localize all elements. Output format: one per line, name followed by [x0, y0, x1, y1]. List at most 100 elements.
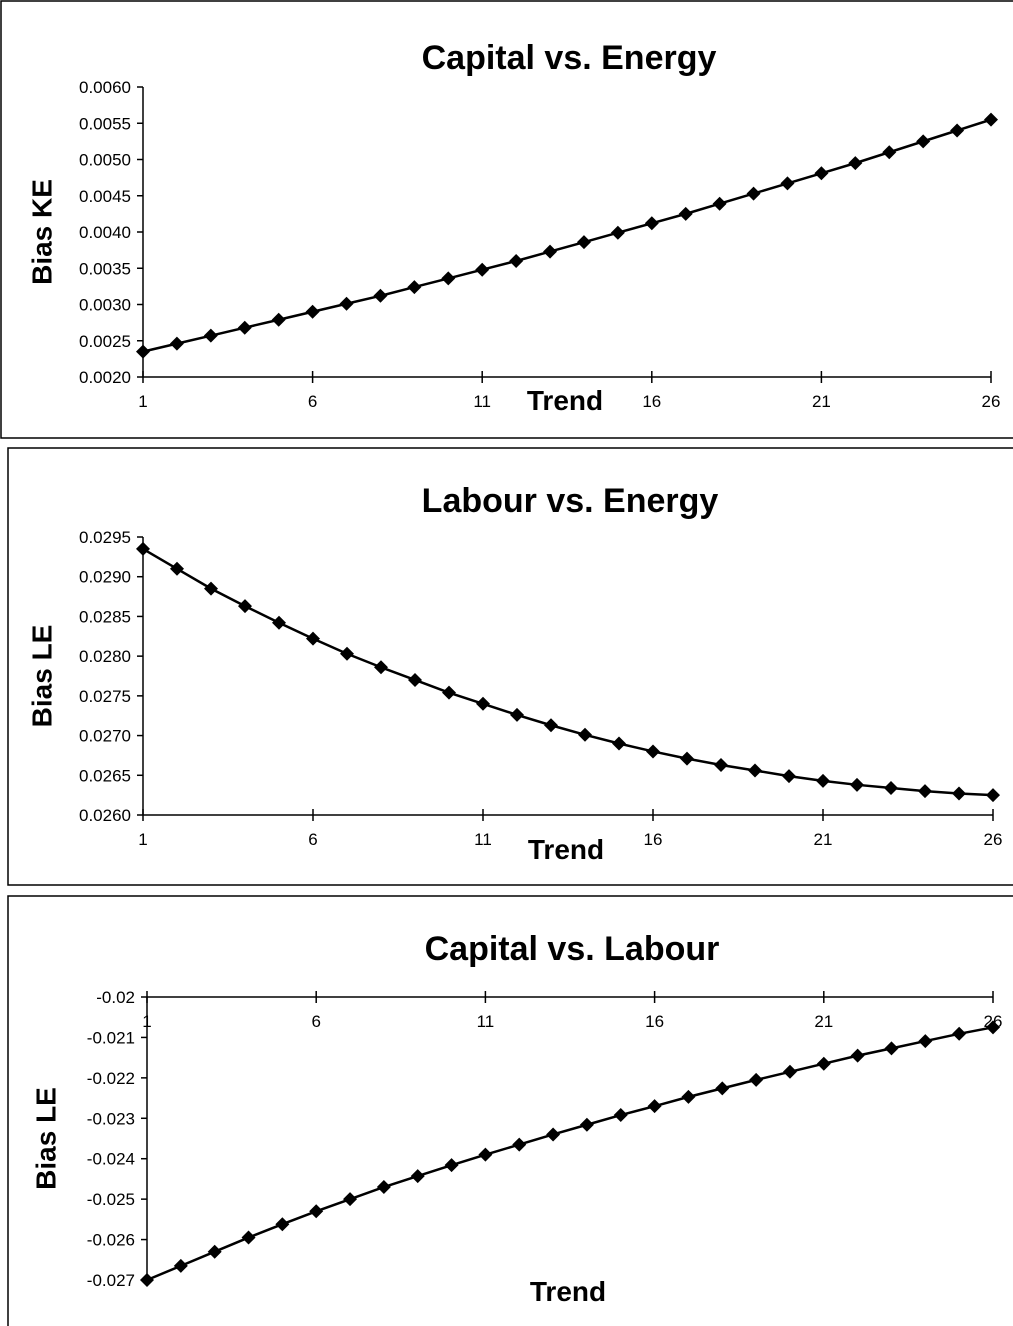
- data-marker: [952, 786, 966, 801]
- y-tick-label: -0.027: [87, 1271, 135, 1290]
- data-marker: [613, 1108, 628, 1123]
- chart-title: Labour vs. Energy: [422, 482, 719, 520]
- x-tick-label: 21: [814, 1012, 833, 1031]
- x-tick-label: 6: [308, 392, 317, 411]
- x-tick-label: 1: [142, 1012, 151, 1031]
- data-marker: [340, 646, 354, 661]
- y-tick-label: 0.0275: [79, 687, 131, 706]
- data-marker: [441, 271, 456, 286]
- y-tick-label: 0.0025: [79, 332, 131, 351]
- x-tick-label: 1: [138, 830, 147, 849]
- panel-frame: [0, 0, 1013, 439]
- x-tick-label: 1: [138, 392, 147, 411]
- data-marker: [986, 1020, 1000, 1035]
- data-marker: [782, 1064, 797, 1079]
- y-tick-label: 0.0260: [79, 806, 131, 825]
- data-marker: [442, 685, 456, 700]
- x-tick-label: 26: [984, 830, 1003, 849]
- series-line: [142, 118, 992, 353]
- data-marker: [816, 1056, 831, 1071]
- x-tick-label: 11: [474, 830, 492, 849]
- y-tick-label: -0.021: [87, 1028, 135, 1047]
- y-tick-label: -0.02: [96, 988, 135, 1007]
- data-marker: [170, 561, 184, 576]
- data-marker: [984, 112, 998, 127]
- y-tick-label: 0.0055: [79, 114, 131, 133]
- data-marker: [543, 244, 558, 259]
- data-marker: [407, 280, 422, 295]
- data-marker: [510, 707, 524, 722]
- data-marker: [816, 773, 830, 788]
- data-marker: [952, 1026, 967, 1041]
- data-marker: [680, 751, 694, 766]
- data-marker: [237, 320, 252, 335]
- data-marker: [271, 312, 286, 327]
- data-marker: [207, 1244, 222, 1259]
- x-axis-title: Trend: [527, 385, 603, 416]
- y-tick-label: 0.0280: [79, 647, 131, 666]
- data-marker: [646, 744, 660, 759]
- data-marker: [444, 1158, 459, 1173]
- data-marker: [544, 718, 558, 733]
- y-tick-label: -0.025: [87, 1190, 135, 1209]
- data-marker: [918, 784, 932, 799]
- y-tick-label: 0.0295: [79, 528, 131, 547]
- data-marker: [272, 615, 286, 630]
- data-marker: [884, 780, 898, 795]
- x-tick-label: 16: [645, 1012, 664, 1031]
- data-marker: [746, 186, 761, 201]
- y-tick-label: 0.0030: [79, 296, 131, 315]
- y-axis-title: Bias LE: [26, 625, 57, 728]
- data-marker: [782, 769, 796, 784]
- x-tick-label: 6: [311, 1012, 320, 1031]
- data-marker: [169, 336, 184, 351]
- data-marker: [509, 254, 524, 268]
- data-marker: [512, 1137, 527, 1152]
- data-marker: [950, 123, 965, 138]
- data-marker: [339, 296, 354, 311]
- data-marker: [546, 1127, 561, 1142]
- data-marker: [136, 541, 150, 556]
- data-marker: [644, 216, 659, 231]
- x-axis-title: Trend: [530, 1276, 606, 1307]
- data-marker: [140, 1273, 154, 1287]
- data-marker: [410, 1169, 425, 1184]
- data-marker: [848, 156, 863, 171]
- data-marker: [678, 206, 693, 221]
- data-marker: [916, 134, 931, 149]
- x-tick-label: 16: [644, 830, 663, 849]
- data-marker: [712, 196, 727, 211]
- y-tick-label: -0.024: [87, 1150, 135, 1169]
- data-marker: [203, 328, 218, 343]
- y-tick-label: -0.026: [87, 1231, 135, 1250]
- chart-title: Capital vs. Energy: [422, 39, 717, 77]
- y-tick-label: 0.0020: [79, 368, 131, 387]
- data-marker: [343, 1192, 358, 1207]
- data-marker: [478, 1147, 493, 1162]
- data-marker: [241, 1230, 256, 1245]
- y-tick-label: 0.0040: [79, 223, 131, 242]
- y-tick-label: 0.0050: [79, 151, 131, 170]
- x-axis-title: Trend: [528, 834, 604, 865]
- y-tick-label: 0.0060: [79, 78, 131, 97]
- x-tick-label: 26: [982, 392, 1001, 411]
- data-marker: [780, 176, 795, 191]
- data-marker: [373, 288, 388, 303]
- x-tick-label: 21: [812, 392, 831, 411]
- x-tick-label: 11: [477, 1012, 495, 1031]
- data-marker: [376, 1180, 391, 1195]
- data-marker: [275, 1217, 290, 1232]
- data-marker: [305, 304, 320, 319]
- y-tick-label: 0.0270: [79, 727, 131, 746]
- y-tick-label: 0.0035: [79, 259, 131, 278]
- data-marker: [476, 696, 490, 711]
- data-marker: [884, 1041, 899, 1056]
- data-marker: [850, 1048, 865, 1063]
- data-marker: [408, 672, 422, 687]
- data-marker: [238, 599, 252, 614]
- data-marker: [374, 660, 388, 675]
- data-marker: [578, 727, 592, 742]
- y-tick-label: 0.0285: [79, 607, 131, 626]
- data-marker: [612, 736, 626, 751]
